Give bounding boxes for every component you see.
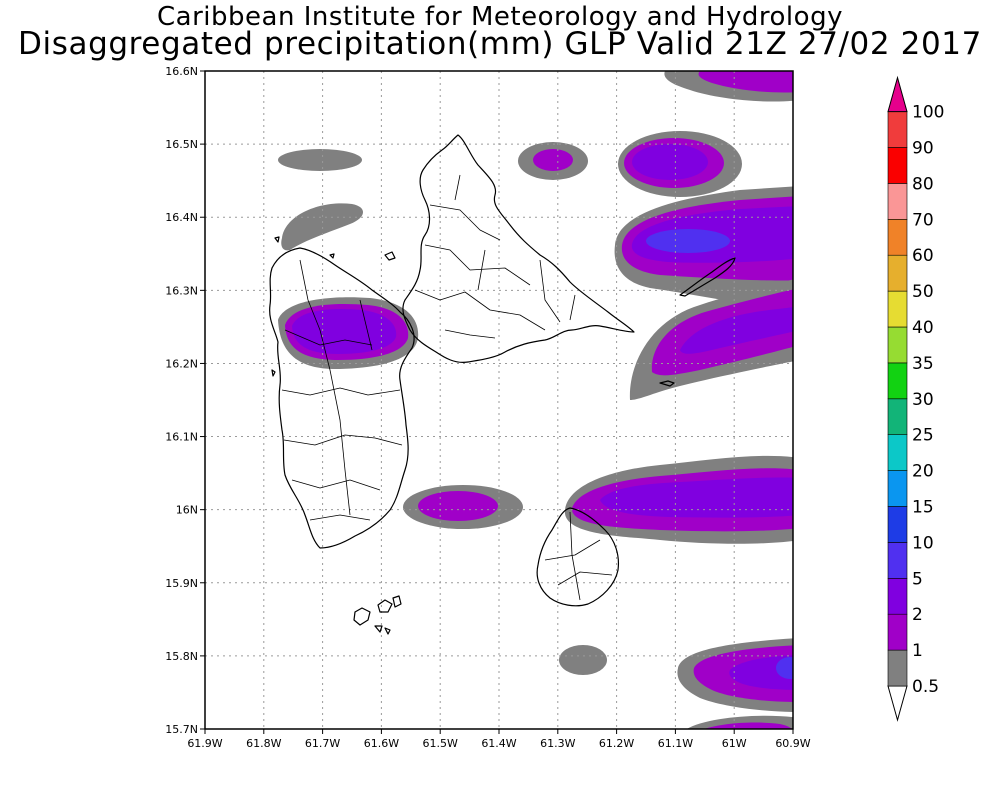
y-tick-label: 16.6N [165, 65, 198, 78]
island-basse-terre [269, 247, 415, 549]
basse-terre-internal-boundaries [281, 259, 403, 521]
precip-area-violet [680, 307, 793, 354]
colorbar-label: 1 [912, 641, 923, 661]
y-tick-label: 15.8N [165, 650, 198, 663]
colorbar-label: 35 [912, 354, 934, 374]
grande-terre-internal-boundaries [414, 174, 576, 339]
colorbar-segment [887, 326, 908, 364]
axis-ticks: 61.9W 61.8W 61.7W 61.6W 61.5W 61.4W 61.3W 61.2W… [165, 65, 811, 750]
precip-area-purple [698, 71, 793, 93]
colorbar-over-triangle [887, 75, 908, 113]
y-tick-label: 15.7N [165, 723, 198, 736]
colorbar-segment [887, 219, 908, 256]
precip-area-violet [600, 477, 793, 518]
colorbar-label: 70 [912, 210, 934, 230]
precip-area-purple [418, 491, 498, 521]
islet [271, 236, 396, 377]
x-tick-label: 61.3W [540, 737, 575, 750]
marie-galante-internal-boundaries [544, 511, 613, 601]
colorbar-segment [887, 577, 908, 615]
y-tick-label: 16.2N [165, 357, 198, 370]
colorbar-segment [887, 111, 908, 148]
precipitation-fields [278, 71, 793, 729]
colorbar-label: 30 [912, 390, 934, 410]
y-tick-label: 16.4N [165, 211, 198, 224]
colorbar-label: 90 [912, 139, 934, 159]
colorbar-segment [887, 470, 908, 507]
colorbar-label: 60 [912, 246, 934, 266]
y-tick-label: 16N [176, 504, 198, 517]
island-marie-galante [536, 507, 620, 607]
x-tick-label: 61.4W [481, 737, 516, 750]
precip-area-violet [632, 144, 708, 180]
title-line-2: Disaggregated precipitation(mm) GLP Vali… [18, 26, 982, 62]
x-tick-label: 60.9W [775, 737, 810, 750]
colorbar-label: 25 [912, 426, 934, 446]
colorbar-segment [887, 542, 908, 579]
x-tick-label: 61.9W [187, 737, 222, 750]
colorbar-label: 100 [912, 103, 944, 123]
precip-area-violet [292, 308, 397, 354]
colorbar-segment [887, 290, 908, 328]
colorbar-label: 2 [912, 605, 923, 625]
coastlines [269, 134, 736, 635]
precip-area-blue [646, 229, 730, 253]
colorbar-label: 50 [912, 282, 934, 302]
y-tick-label: 16.3N [165, 284, 198, 297]
colorbar-label: 10 [912, 533, 934, 553]
colorbar-label: 0.5 [912, 677, 939, 697]
island-la-desirade [679, 257, 736, 297]
colorbar-segment [887, 434, 908, 471]
colorbar-segment [887, 649, 908, 687]
island-petite-terre [659, 380, 675, 387]
colorbar-segment [887, 398, 908, 435]
colorbar-label: 5 [912, 569, 923, 589]
y-tick-label: 16.5N [165, 138, 198, 151]
precip-area-grey [281, 203, 364, 251]
grid-lines [205, 71, 793, 729]
colorbar-segment [887, 254, 908, 292]
precip-area-grey [278, 149, 362, 171]
x-tick-label: 61.5W [423, 737, 458, 750]
x-tick-label: 61W [722, 737, 747, 750]
colorbar-label: 40 [912, 318, 934, 338]
island-grande-terre [402, 134, 635, 363]
precip-area-purple [704, 722, 792, 729]
x-tick-label: 61.7W [305, 737, 340, 750]
y-tick-label: 16.1N [165, 431, 198, 444]
colorbar-segment [887, 183, 908, 220]
title-line-1: Caribbean Institute for Meteorology and … [157, 2, 843, 32]
precip-area-blue [776, 657, 793, 679]
colorbar-label: 20 [912, 462, 934, 482]
x-tick-label: 61.2W [599, 737, 634, 750]
y-tick-label: 15.9N [165, 577, 198, 590]
island-les-saintes [353, 595, 402, 635]
colorbar-under-triangle [887, 685, 908, 722]
x-tick-label: 61.6W [364, 737, 399, 750]
precip-area-purple [533, 149, 573, 171]
x-tick-label: 61.1W [658, 737, 693, 750]
colorbar-segment [887, 506, 908, 543]
colorbar-segment [887, 147, 908, 184]
x-tick-label: 61.8W [246, 737, 281, 750]
colorbar-label: 80 [912, 174, 934, 194]
colorbar-segment [887, 613, 908, 651]
colorbar-segment [887, 362, 908, 400]
colorbar-label: 15 [912, 498, 934, 518]
precip-area-grey [559, 645, 607, 675]
